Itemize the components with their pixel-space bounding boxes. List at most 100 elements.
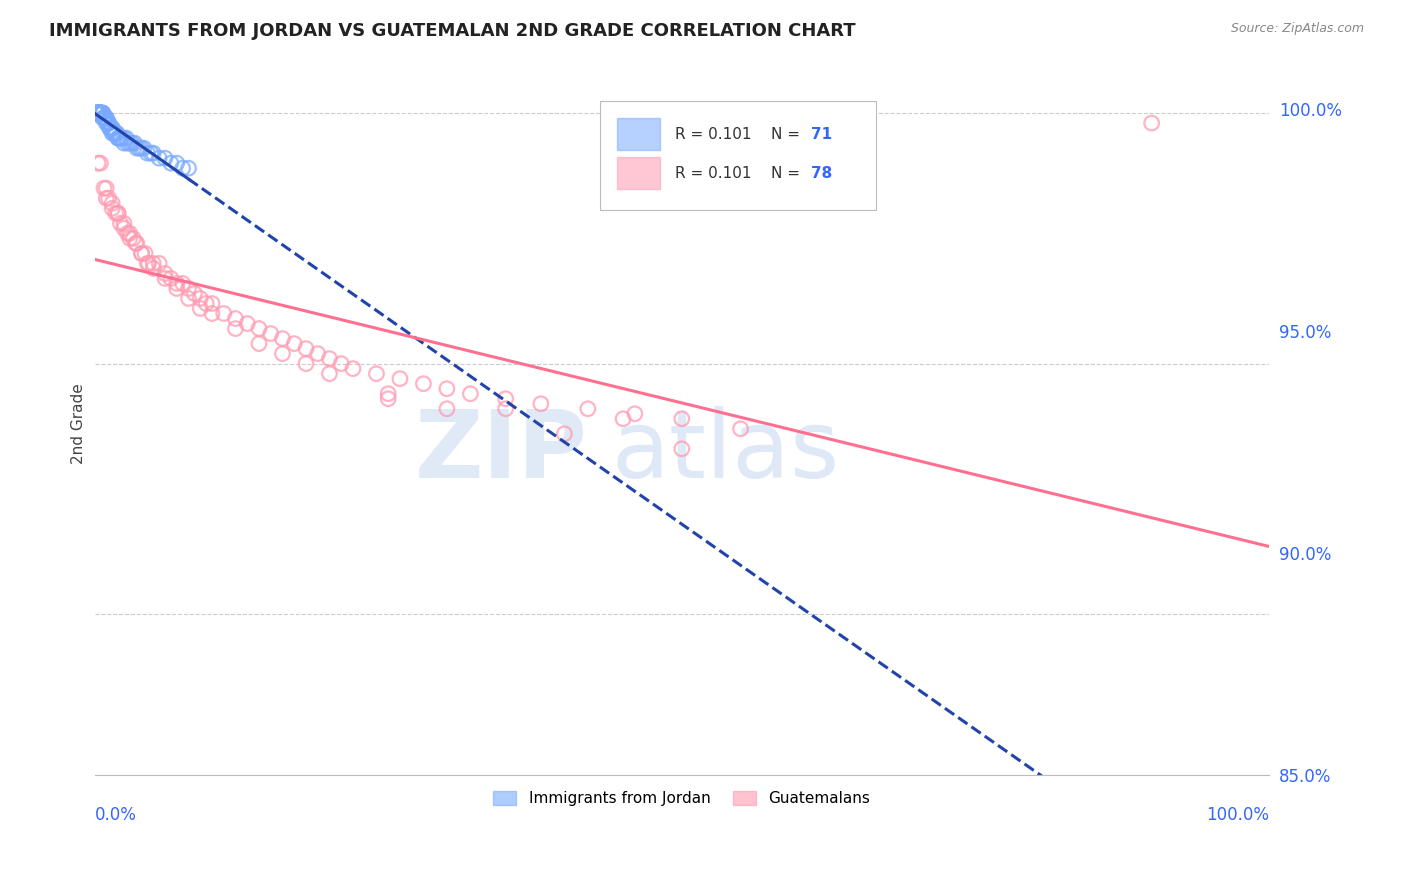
Point — [166, 281, 188, 295]
Point — [412, 376, 434, 391]
Point — [110, 131, 132, 145]
Point — [225, 311, 247, 326]
Point — [132, 141, 155, 155]
Point — [136, 256, 159, 270]
Point — [93, 111, 115, 125]
Point — [89, 106, 111, 120]
Point — [160, 156, 183, 170]
Point — [377, 392, 399, 406]
Point — [104, 126, 127, 140]
Point — [183, 286, 205, 301]
Point — [131, 246, 153, 260]
Point — [177, 281, 200, 295]
Point — [89, 106, 111, 120]
Text: ZIP: ZIP — [415, 406, 588, 498]
Point — [142, 261, 165, 276]
Point — [107, 131, 129, 145]
Point — [97, 116, 120, 130]
Point — [89, 106, 111, 120]
Point — [160, 271, 183, 285]
Point — [101, 196, 124, 211]
Point — [93, 111, 115, 125]
Point — [260, 326, 283, 341]
Point — [460, 386, 482, 401]
Point — [1140, 116, 1163, 130]
Point — [89, 106, 111, 120]
Point — [148, 256, 170, 270]
Point — [342, 361, 364, 376]
Text: R = 0.101: R = 0.101 — [675, 127, 751, 142]
Point — [117, 136, 139, 150]
Point — [118, 227, 141, 241]
Point — [115, 131, 138, 145]
Point — [125, 236, 148, 251]
Point — [131, 141, 153, 155]
Point — [84, 106, 107, 120]
Point — [553, 426, 575, 441]
Point — [366, 367, 388, 381]
Point — [96, 116, 118, 130]
Point — [247, 336, 270, 351]
Text: 0.0%: 0.0% — [94, 806, 136, 824]
Point — [121, 136, 143, 150]
Point — [89, 106, 111, 120]
Point — [104, 206, 127, 220]
Point — [91, 106, 114, 120]
Point — [148, 151, 170, 165]
Legend: Immigrants from Jordan, Guatemalans: Immigrants from Jordan, Guatemalans — [488, 785, 876, 813]
Point — [98, 121, 121, 136]
Point — [112, 131, 135, 145]
Point — [122, 231, 145, 245]
Point — [495, 401, 517, 416]
Point — [96, 116, 118, 130]
Point — [295, 357, 318, 371]
Point — [89, 106, 111, 120]
Point — [108, 131, 131, 145]
Point — [142, 256, 165, 270]
Point — [91, 106, 114, 120]
Point — [107, 131, 129, 145]
Point — [236, 317, 259, 331]
Point — [377, 386, 399, 401]
Point — [730, 422, 752, 436]
Point — [139, 146, 162, 161]
Point — [93, 111, 115, 125]
Text: Source: ZipAtlas.com: Source: ZipAtlas.com — [1230, 22, 1364, 36]
FancyBboxPatch shape — [617, 118, 659, 150]
Point — [177, 161, 200, 176]
Point — [101, 121, 124, 136]
Point — [94, 111, 117, 125]
Point — [100, 121, 122, 136]
Point — [112, 136, 135, 150]
Point — [98, 121, 121, 136]
Point — [91, 111, 114, 125]
Point — [96, 191, 118, 205]
Point — [101, 126, 124, 140]
Point — [87, 106, 110, 120]
Point — [134, 246, 156, 260]
Point — [624, 407, 647, 421]
Point — [530, 397, 553, 411]
Point — [295, 342, 318, 356]
Text: IMMIGRANTS FROM JORDAN VS GUATEMALAN 2ND GRADE CORRELATION CHART: IMMIGRANTS FROM JORDAN VS GUATEMALAN 2ND… — [49, 22, 856, 40]
Point — [89, 156, 111, 170]
Point — [436, 401, 458, 416]
Point — [101, 202, 124, 216]
Point — [172, 277, 194, 291]
Point — [89, 106, 111, 120]
Point — [201, 306, 224, 320]
Point — [124, 136, 146, 150]
Point — [96, 111, 118, 125]
Point — [112, 216, 135, 230]
Point — [107, 206, 129, 220]
Point — [118, 231, 141, 245]
Point — [86, 106, 108, 120]
Point — [671, 442, 693, 456]
Point — [318, 351, 340, 366]
Point — [96, 111, 118, 125]
Point — [138, 256, 160, 270]
Point — [118, 136, 141, 150]
Point — [87, 156, 110, 170]
Point — [436, 382, 458, 396]
Point — [172, 161, 194, 176]
